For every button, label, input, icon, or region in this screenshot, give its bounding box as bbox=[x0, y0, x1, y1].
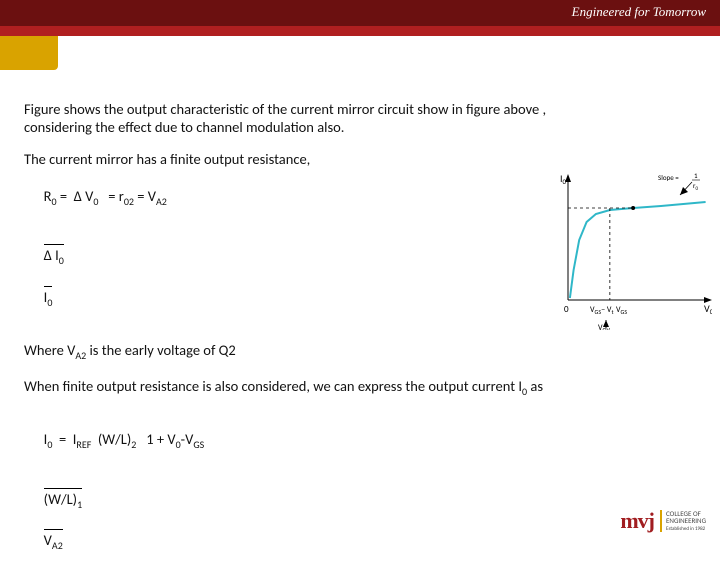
logo-mark: mvj bbox=[620, 508, 654, 534]
output-characteristic-chart: IREF I0 V0 0 VGS− Vt VGS VOV Slope = 1 r… bbox=[560, 170, 712, 330]
equation-r0: R0 = Δ V0 = r02 = VA2 bbox=[24, 168, 167, 226]
paragraph-1: Figure shows the output characteristic o… bbox=[24, 100, 564, 136]
header-redstrip bbox=[0, 26, 720, 36]
svg-text:0: 0 bbox=[564, 304, 569, 315]
svg-text:VGS: VGS bbox=[616, 305, 627, 316]
brand-tagline: Engineered for Tomorrow bbox=[572, 4, 706, 20]
footer-logo: mvj COLLEGE OF ENGINEERING Established i… bbox=[620, 508, 706, 534]
svg-text:V0: V0 bbox=[704, 302, 712, 316]
svg-text:VOV: VOV bbox=[598, 323, 610, 330]
svg-text:1: 1 bbox=[694, 171, 698, 180]
svg-text:VGS− Vt: VGS− Vt bbox=[590, 305, 613, 316]
svg-text:I0: I0 bbox=[560, 172, 567, 186]
paragraph-3: Where VA2 is the early voltage of Q2 bbox=[24, 341, 564, 362]
svg-text:r0: r0 bbox=[693, 181, 698, 192]
logo-text: COLLEGE OF ENGINEERING Established in 19… bbox=[660, 510, 706, 532]
header-goldtab bbox=[0, 36, 58, 70]
header-topbar: Engineered for Tomorrow bbox=[0, 0, 720, 26]
paragraph-2: The current mirror has a finite output r… bbox=[24, 150, 564, 327]
svg-text:Slope =: Slope = bbox=[658, 173, 679, 182]
equation-i0: I0 = IREF (W/L)2 1 + V0-VGS (W/L)1 VA2 bbox=[24, 412, 564, 571]
paragraph-4: When finite output resistance is also co… bbox=[24, 377, 564, 398]
equation-r0-denom: Δ I0 I0 bbox=[24, 226, 102, 327]
body-content: Figure shows the output characteristic o… bbox=[24, 100, 564, 585]
